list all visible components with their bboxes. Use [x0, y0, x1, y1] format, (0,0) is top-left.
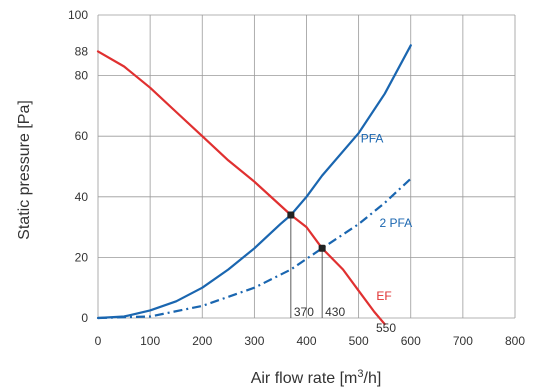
- x-tick-label: 100: [140, 334, 160, 348]
- x-tick-label: 0: [95, 334, 102, 348]
- x-tick-label: 500: [349, 334, 369, 348]
- x-tick-label: 300: [244, 334, 264, 348]
- x-axis-label-main: Air flow rate [m: [251, 370, 358, 387]
- y-tick-label: 100: [68, 8, 88, 22]
- series-line-pfa: [96, 44, 412, 320]
- x-tick-label: 400: [296, 334, 316, 348]
- x-tick-label: 700: [453, 334, 473, 348]
- operating-point-label: 430: [325, 305, 345, 319]
- series-label-2-pfa: 2 PFA: [379, 216, 412, 230]
- series-lines: [96, 44, 412, 326]
- operating-point-label: 370: [294, 305, 314, 319]
- y-tick-label: 40: [75, 190, 89, 204]
- series-labels: PFA 2 PFA EF: [361, 131, 412, 303]
- x-tick-label: 200: [192, 334, 212, 348]
- y-tick-label: 60: [75, 129, 89, 143]
- operating-point-marker: [318, 244, 326, 252]
- series-line-ef: [96, 50, 386, 326]
- x-tick-label: 800: [505, 334, 525, 348]
- x-tick-label: 600: [401, 334, 421, 348]
- annotation-550: 550: [376, 321, 396, 335]
- x-axis-label-sup: 3: [357, 368, 363, 380]
- y-axis-label: Static pressure [Pa]: [16, 100, 33, 240]
- operating-points: [287, 211, 326, 252]
- grid: [97, 14, 516, 319]
- series-line-2-pfa: [97, 177, 412, 320]
- series-label-ef: EF: [376, 289, 391, 303]
- y-tick-label: 80: [75, 69, 89, 83]
- operating-point-marker: [287, 211, 295, 219]
- x-axis-label: Air flow rate [m3/h]: [251, 368, 382, 387]
- series-label-pfa: PFA: [361, 131, 384, 145]
- y-tick-label: 20: [75, 250, 89, 264]
- tick-labels: 0 100 200 300 400 500 600 700 800 0 20 40 60 80 88 100: [68, 8, 525, 348]
- y-tick-label: 88: [75, 44, 89, 58]
- y-tick-label: 0: [81, 311, 88, 325]
- x-axis-label-end: /h]: [364, 370, 382, 387]
- operating-point-drop-lines: 370 430: [290, 214, 345, 319]
